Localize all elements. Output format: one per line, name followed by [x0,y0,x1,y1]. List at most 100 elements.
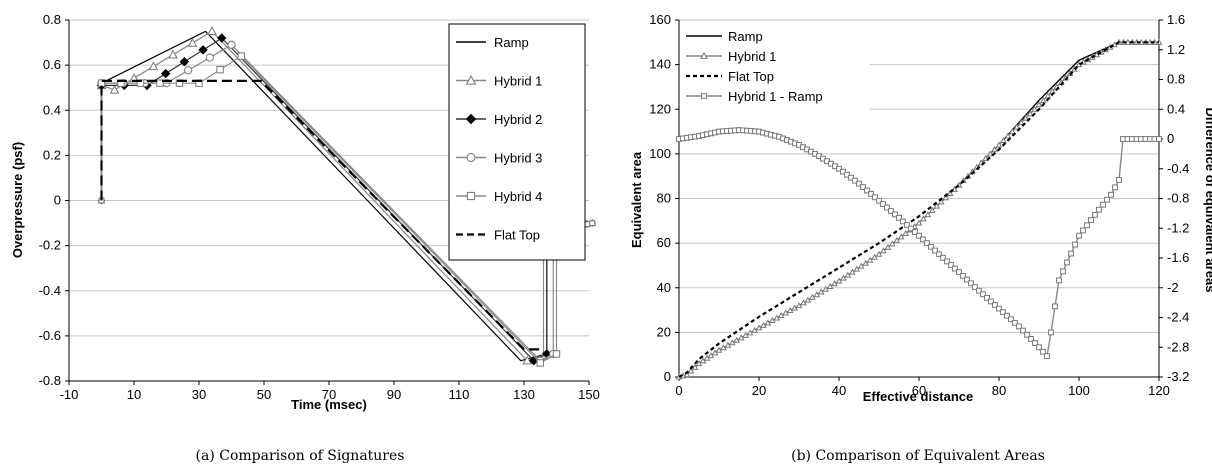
chart-b-y-tick-label: 20 [657,324,671,339]
chart-b-point [1096,206,1102,213]
chart-b-point [876,197,882,204]
chart-b-y-tick-label: 40 [657,280,671,295]
chart-b-y-tick-label: 140 [649,57,671,72]
chart-b-y2-tick-label: -2.4 [1167,310,1189,325]
chart-b-point [1056,277,1062,284]
chart-b-point [1108,191,1114,198]
chart-b-point [848,268,856,275]
chart-b-x-tick-label: 80 [992,383,1006,398]
chart-b-series [675,38,1163,380]
chart-b-point [1088,217,1094,223]
chart-b-point [920,236,926,243]
chart-a-x-tick-label: 30 [192,387,206,402]
chart-b-point [856,180,862,187]
chart-b-point [1060,268,1066,275]
chart-a-legend-marker [465,113,477,125]
chart-b-point [1068,250,1074,257]
chart-b-point [835,277,843,284]
chart-b-point [853,265,861,272]
chart-b-y-tick-label: 160 [649,12,671,27]
chart-b-point [1026,110,1034,117]
chart-a-legend-label: Hybrid 2 [494,112,542,127]
chart-b-point [864,187,870,194]
chart-a-y-tick-label: 0.6 [43,57,61,72]
chart-b-point [986,150,994,157]
chart-b-x-tick-label: 120 [1148,383,1170,398]
chart-a-legend-box [448,23,586,261]
chart-b-point [932,247,938,254]
chart-b-point [1116,177,1122,183]
chart-a-legend-label: Ramp [494,35,529,50]
chart-b-point [1013,123,1021,130]
chart-b-point [1008,128,1016,135]
chart-b-point [1022,114,1030,121]
chart-b-point [884,204,890,211]
chart-b-point [844,271,852,278]
chart-a-point [227,40,236,49]
chart-b-point [944,258,950,265]
chart-b-point [942,194,950,201]
chart-b-point [1156,136,1162,142]
chart-a-legend-label: Hybrid 1 [494,74,542,89]
chart-b-y-tick-label: 0 [664,369,671,384]
chart-b-x-tick-label: 20 [752,383,766,398]
chart-b-x-tick-label: 100 [1068,383,1090,398]
chart-b-point [902,229,910,236]
chart-b-point [972,284,978,290]
chart-b-point [1104,196,1110,203]
chart-b-point [995,141,1003,148]
chart-a-y-axis-title: Overpressure (psf) [10,142,25,258]
chart-a-point [184,66,193,75]
chart-a-y-tick-label: 0.8 [43,12,61,27]
chart-b-y2-tick-label: -2.8 [1167,339,1189,354]
chart-b-point [916,232,922,239]
chart-a-point [160,68,171,79]
chart-b-point [1112,184,1118,191]
chart-a-point [237,52,245,60]
chart-b-point [980,291,986,298]
chart-a-point [156,79,164,87]
chart-b-point [988,298,994,305]
chart-b-legend-marker [701,93,707,99]
chart-b-point [936,251,942,258]
chart-signatures: -0.8 -0.6 -0.4 -0.2 0 0.2 0.4 0.6 0.8 -10 10 30 50 7… [10,12,600,464]
chart-b-point [1036,344,1042,351]
chart-b-y-tick-label: 60 [657,235,671,250]
chart-b-point [691,363,699,370]
chart-b-y2-tick-label: 0.8 [1167,72,1185,87]
chart-b-point [884,243,892,250]
chart-b-point [1052,303,1058,310]
chart-b-point [1000,309,1006,316]
chart-b-point [964,276,970,283]
chart-b-point [1072,241,1078,248]
chart-b-point [1092,211,1098,218]
chart-a-y-tick-label: 0.2 [43,147,61,162]
chart-b-point [968,280,974,287]
chart-a-point [198,45,208,55]
chart-b-point [880,247,887,254]
chart-b-point [1000,136,1007,143]
chart-b-point [924,211,932,218]
chart-b-point [1076,232,1082,239]
chart-b-point [866,256,874,263]
chart-b-point [900,218,906,225]
chart-a-legend-marker [465,74,477,85]
chart-b-legend-label: Hybrid 1 [728,49,776,64]
chart-b-left-y-tick-labels: 0 20 40 60 80 100 120 140 160 [649,12,671,384]
chart-b-right-y-tick-labels: -3.2 -2.8 -2.4 -2 -1.6 -1.2 -0.8 -0.4 0 0.4 0.8 1.2… [1167,12,1189,384]
chart-b-y2-tick-label: 1.6 [1167,12,1185,27]
chart-b-point [840,168,846,175]
chart-a-point [584,221,591,228]
chart-b-point [1080,227,1086,234]
chart-b-legend-label: Hybrid 1 - Ramp [728,89,823,104]
chart-a-y-tick-label: 0.4 [43,102,61,117]
chart-b-y2-tick-label: 0 [1167,131,1174,146]
chart-b-y-tick-label: 120 [649,101,671,116]
chart-b-point [868,190,874,197]
chart-b-point [687,367,695,374]
chart-a-point [589,220,596,226]
chart-b-point [862,259,870,266]
chart-b-caption: (b) Comparison of Equivalent Areas [791,448,1045,464]
chart-b-point [1048,329,1054,336]
chart-b-point [1084,222,1090,229]
